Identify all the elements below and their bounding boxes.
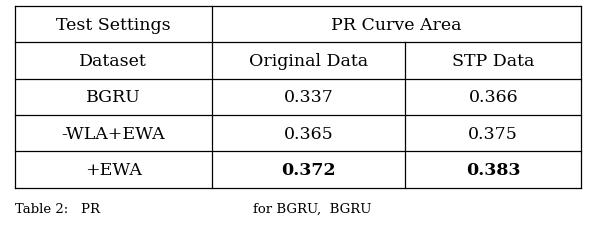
Text: Test Settings: Test Settings — [56, 16, 170, 33]
Text: Table 2:   PR                                    for BGRU,  BGRU: Table 2: PR for BGRU, BGRU — [15, 202, 371, 215]
Text: STP Data: STP Data — [452, 53, 535, 70]
Text: 0.366: 0.366 — [468, 89, 518, 106]
Text: 0.337: 0.337 — [284, 89, 333, 106]
Text: -WLA+EWA: -WLA+EWA — [61, 125, 165, 142]
Text: Original Data: Original Data — [249, 53, 368, 70]
Text: BGRU: BGRU — [86, 89, 141, 106]
Text: 0.372: 0.372 — [281, 161, 336, 178]
Text: 0.365: 0.365 — [284, 125, 333, 142]
Text: PR Curve Area: PR Curve Area — [331, 16, 461, 33]
Text: 0.375: 0.375 — [468, 125, 518, 142]
Text: Dataset: Dataset — [79, 53, 147, 70]
Text: 0.383: 0.383 — [466, 161, 520, 178]
Text: +EWA: +EWA — [85, 161, 142, 178]
